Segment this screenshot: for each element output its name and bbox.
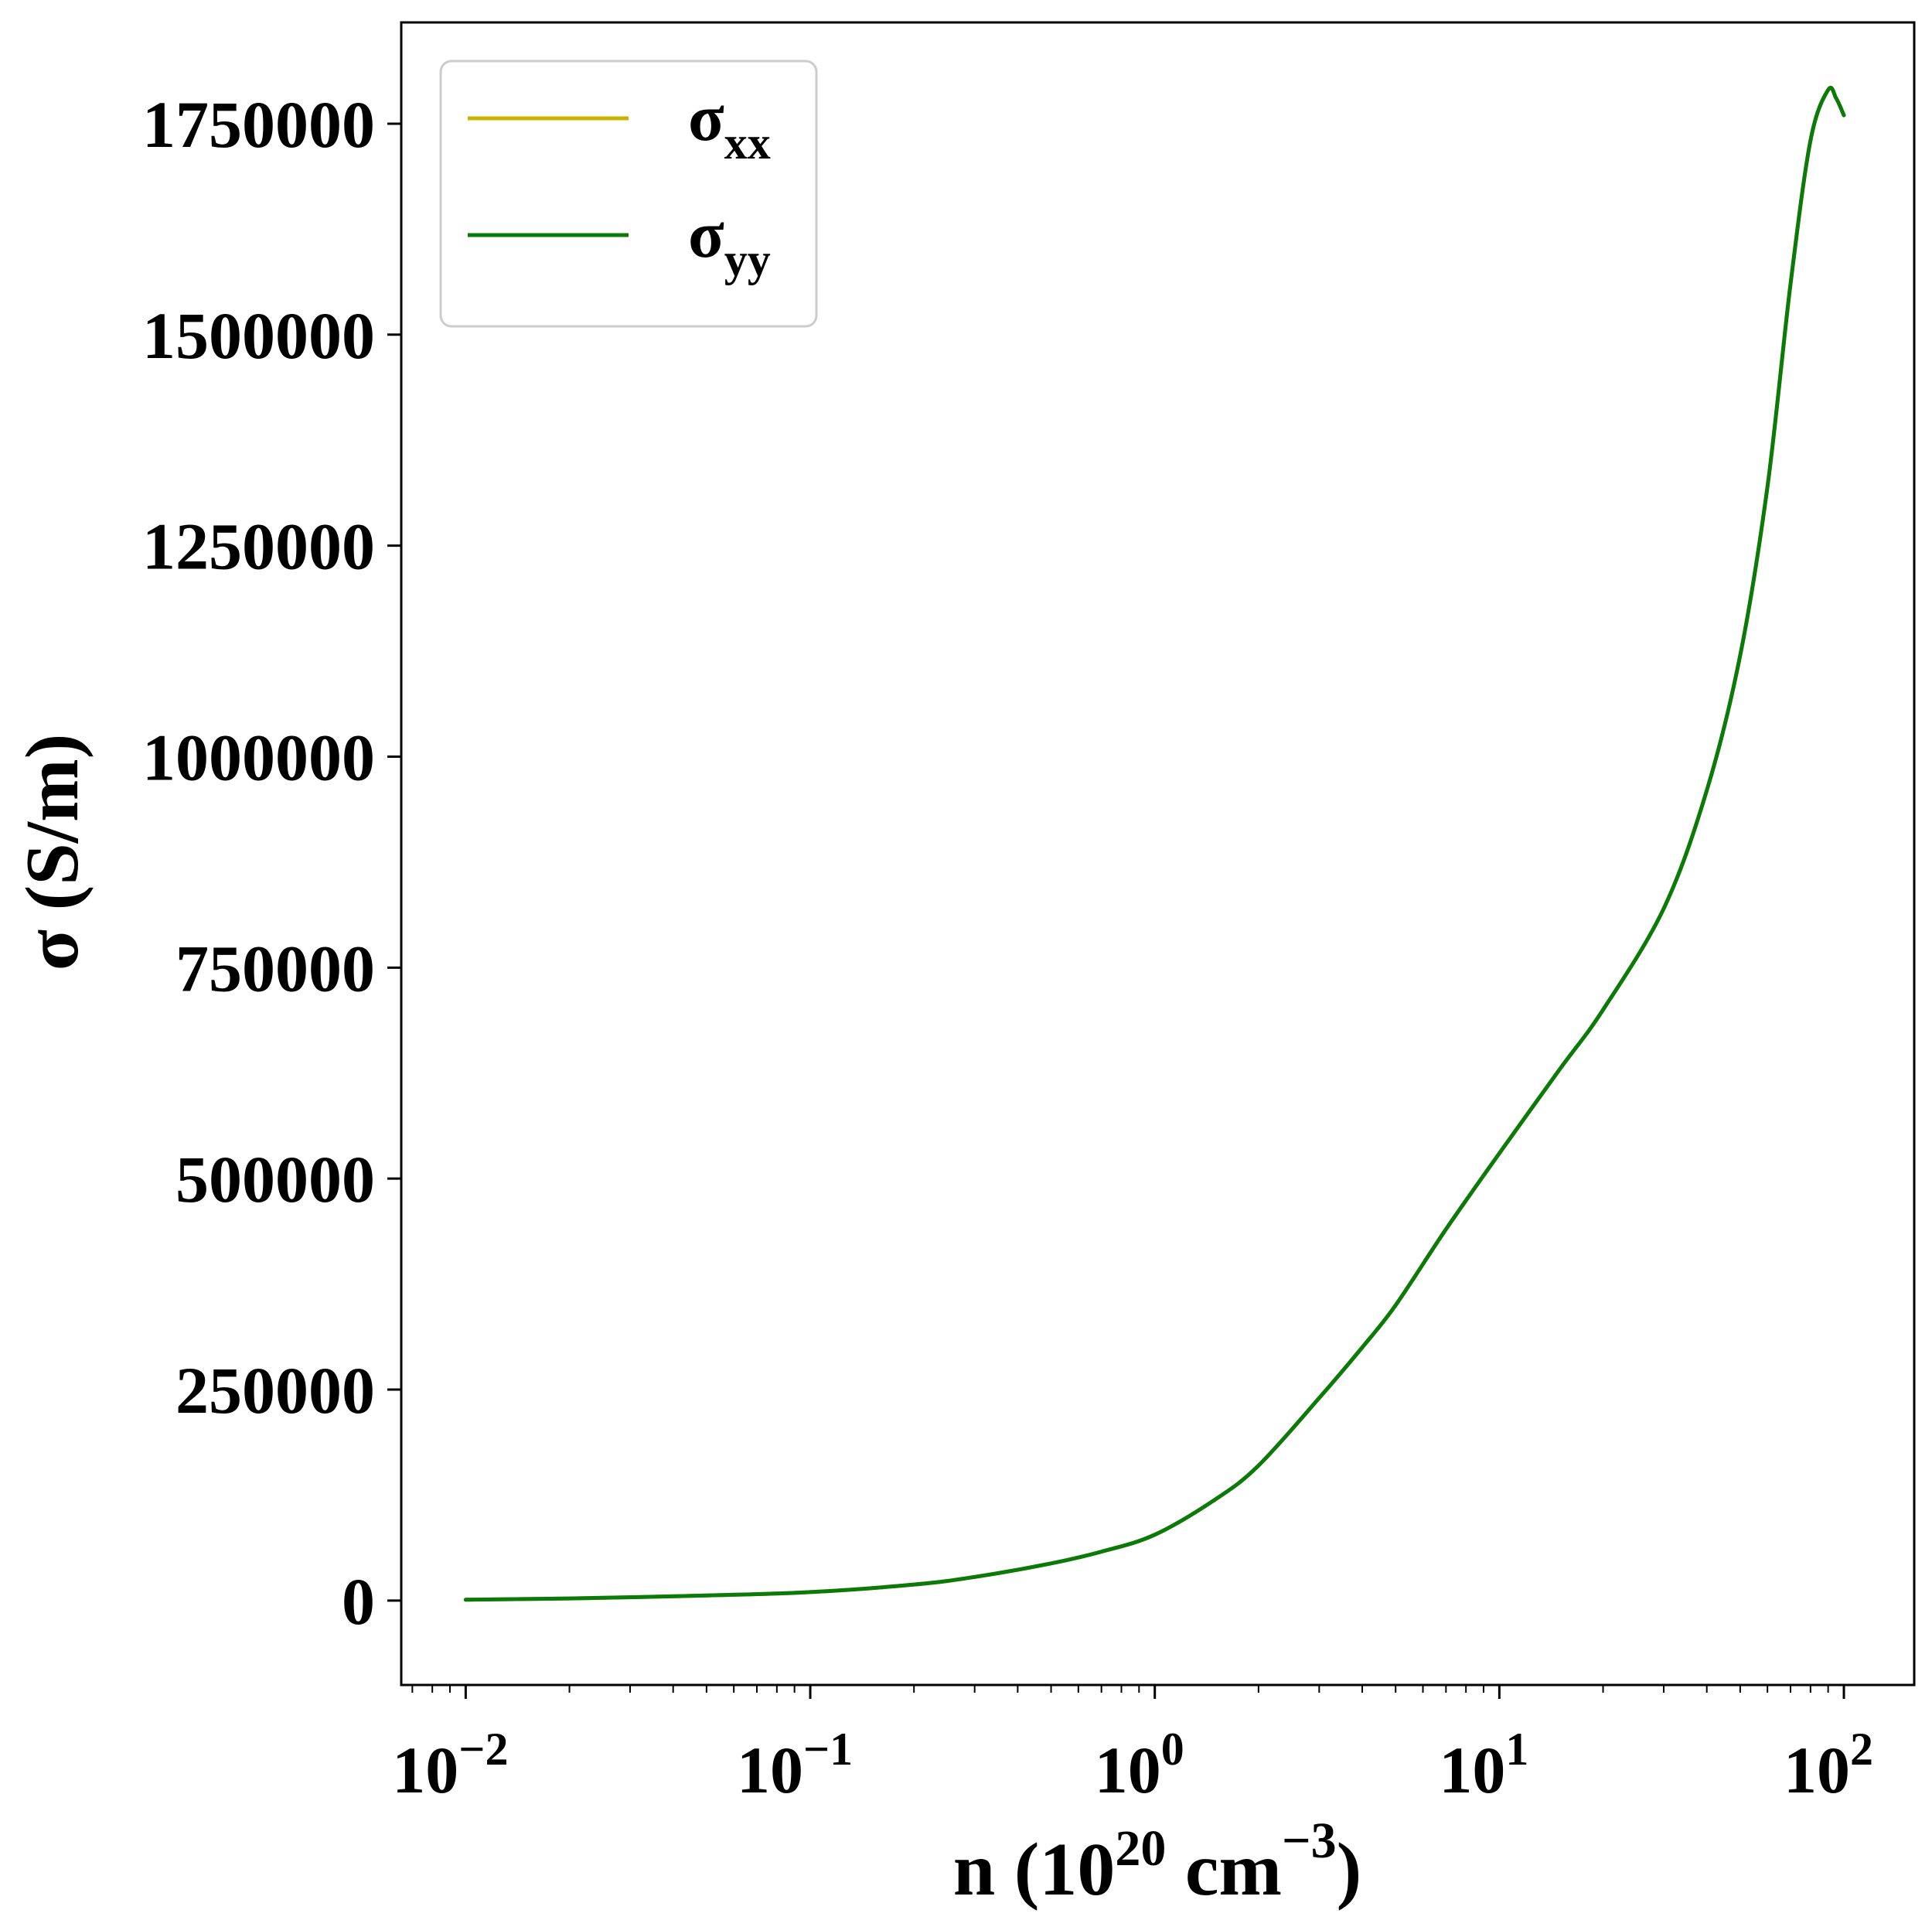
y-tick-label: 500000 (175, 1142, 375, 1216)
x-tick-label: 10−1 (737, 1724, 853, 1807)
x-axis-label-mid: cm (1166, 1828, 1282, 1912)
x-axis-label-sup2: −3 (1282, 1813, 1337, 1869)
y-tick-label: 250000 (175, 1353, 375, 1427)
x-tick-label-base: 10 (737, 1733, 803, 1807)
x-tick-label-exponent: 1 (1505, 1724, 1528, 1775)
y-tick-label: 1500000 (142, 298, 375, 373)
series-line-sigma-yy (463, 85, 1846, 1602)
legend: σxx σyy (439, 60, 818, 328)
x-axis-label-post: ) (1337, 1828, 1362, 1912)
x-axis-ticks: 10−2 10−1 100 101 102 (392, 1685, 1873, 1807)
legend-label-sigma-xx-main: σ (688, 80, 724, 155)
legend-label-sigma-xx: σxx (688, 80, 771, 169)
x-tick-label-base: 10 (1784, 1733, 1850, 1807)
y-tick-label: 0 (342, 1564, 375, 1639)
x-tick-label: 101 (1439, 1724, 1528, 1807)
x-tick-label-base: 10 (1439, 1733, 1505, 1807)
legend-label-sigma-yy-main: σ (688, 197, 724, 271)
x-axis-label-sup1: 20 (1115, 1820, 1166, 1877)
y-tick-label: 1750000 (142, 87, 375, 162)
series-layer (463, 85, 1846, 1602)
legend-box (439, 60, 818, 328)
x-tick-label: 10−2 (392, 1724, 508, 1807)
x-axis-label-pre: n (10 (953, 1828, 1116, 1912)
x-tick-label-exponent: −2 (458, 1724, 508, 1775)
x-tick-label: 100 (1095, 1724, 1184, 1807)
legend-label-sigma-yy: σyy (688, 197, 771, 285)
x-tick-label-exponent: 2 (1850, 1724, 1873, 1775)
x-tick-label-base: 10 (1095, 1733, 1161, 1807)
y-tick-label: 1250000 (142, 510, 375, 584)
x-tick-label-exponent: 0 (1161, 1724, 1184, 1775)
plot-frame (400, 21, 1916, 1687)
x-tick-label-exponent: −1 (803, 1724, 853, 1775)
x-tick-label: 102 (1784, 1724, 1873, 1807)
legend-label-sigma-xx-sub: xx (724, 118, 771, 169)
legend-label-sigma-yy-sub: yy (724, 234, 771, 285)
x-tick-label-base: 10 (392, 1733, 458, 1807)
y-axis-label: σ (S/m) (11, 734, 94, 970)
x-axis-label: n (1020 cm−3) (953, 1813, 1362, 1912)
y-tick-label: 750000 (175, 931, 375, 1005)
y-tick-label: 1000000 (142, 720, 375, 794)
y-axis-ticks: 0 250000 500000 750000 1000000 1250000 1500000… (142, 87, 401, 1639)
